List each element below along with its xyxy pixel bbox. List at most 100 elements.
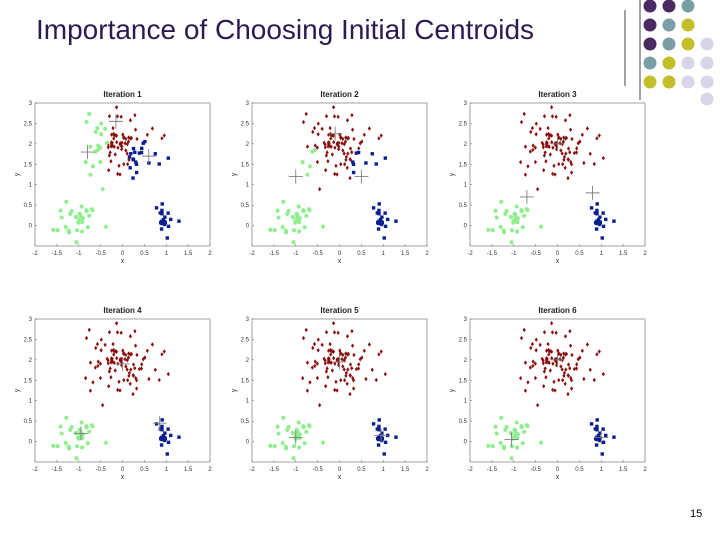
data-point xyxy=(98,159,103,165)
data-point xyxy=(513,213,518,218)
y-tick-label: 3 xyxy=(464,317,468,323)
data-point xyxy=(140,146,144,151)
data-point xyxy=(498,224,503,230)
data-point xyxy=(93,365,97,370)
data-point xyxy=(595,352,599,357)
data-point xyxy=(272,228,277,233)
data-point xyxy=(341,364,345,369)
data-point xyxy=(117,163,121,168)
data-point xyxy=(327,132,331,137)
data-point xyxy=(533,375,538,381)
data-point xyxy=(379,438,384,443)
data-point xyxy=(316,348,320,353)
decorative-dot xyxy=(700,75,714,89)
data-point xyxy=(542,369,546,374)
data-point xyxy=(305,172,310,177)
data-point xyxy=(99,132,104,137)
data-point xyxy=(377,136,381,141)
data-point xyxy=(83,160,88,165)
data-point xyxy=(352,136,356,142)
data-point xyxy=(331,105,336,110)
centroid-marker xyxy=(550,352,565,367)
y-tick-label: 0 xyxy=(464,440,468,446)
centroid-marker xyxy=(354,169,369,184)
plot-title: Iteration 1 xyxy=(103,90,142,99)
data-point xyxy=(297,435,302,441)
data-point xyxy=(597,222,602,227)
data-point xyxy=(125,367,129,372)
data-point xyxy=(133,112,137,118)
data-point xyxy=(165,236,169,240)
data-point xyxy=(580,348,584,353)
data-point xyxy=(377,428,381,432)
data-point xyxy=(312,341,317,347)
y-tick-label: 2.5 xyxy=(459,337,468,343)
data-point xyxy=(276,431,281,436)
data-point xyxy=(546,143,550,149)
x-tick-label: 1.5 xyxy=(401,251,410,257)
data-point xyxy=(113,368,117,373)
data-point xyxy=(362,348,366,353)
data-point xyxy=(544,159,548,164)
data-point xyxy=(169,433,173,438)
data-point xyxy=(139,150,144,155)
data-point xyxy=(333,361,337,366)
data-point xyxy=(604,217,608,222)
data-point xyxy=(568,328,572,334)
data-point xyxy=(99,348,103,353)
data-point xyxy=(597,133,601,138)
y-tick-label: 2 xyxy=(246,142,250,148)
data-point xyxy=(544,141,549,147)
data-point xyxy=(337,362,341,368)
data-point xyxy=(520,225,525,230)
data-point xyxy=(547,349,552,354)
data-point xyxy=(127,135,131,140)
y-axis-label: y xyxy=(14,388,21,392)
data-point xyxy=(131,362,136,367)
decorative-dot xyxy=(662,56,676,70)
data-point xyxy=(76,435,81,440)
data-point xyxy=(547,360,551,365)
x-tick-label: 0.5 xyxy=(575,467,584,473)
data-point xyxy=(333,145,337,150)
data-point xyxy=(354,151,359,155)
decorative-dot xyxy=(643,56,657,70)
data-point xyxy=(119,330,123,335)
data-point xyxy=(509,228,515,233)
data-point xyxy=(595,202,599,206)
data-point xyxy=(161,217,166,222)
data-point xyxy=(334,379,338,384)
data-point xyxy=(91,380,95,385)
data-point xyxy=(332,140,336,145)
data-point xyxy=(348,175,352,181)
data-point xyxy=(523,388,528,393)
data-point xyxy=(313,143,317,148)
data-point xyxy=(115,330,120,335)
x-tick-label: 0 xyxy=(556,251,560,257)
data-point xyxy=(88,388,93,393)
data-point xyxy=(159,220,164,224)
data-point xyxy=(94,345,98,351)
data-point xyxy=(329,347,333,353)
data-point xyxy=(335,141,339,146)
data-point xyxy=(131,176,135,180)
data-point xyxy=(601,211,605,215)
data-point xyxy=(595,136,599,141)
data-point xyxy=(147,376,151,382)
iteration-plot: -2 -1.5 -1 -0.5 0 0.5 1 1.5 2 0 0.5 1 1.5 2 2.5 3 x y Iter… xyxy=(449,90,647,265)
data-point xyxy=(553,388,557,393)
data-point xyxy=(377,208,381,213)
data-point xyxy=(84,119,89,125)
data-point xyxy=(291,456,296,461)
x-tick-label: 0.5 xyxy=(140,467,149,473)
data-point xyxy=(501,444,506,449)
y-tick-label: 0 xyxy=(29,224,33,230)
data-point xyxy=(357,146,361,151)
plot-axes-box xyxy=(251,102,428,247)
data-point xyxy=(162,438,167,443)
data-point xyxy=(118,388,122,393)
decorative-dot xyxy=(643,0,657,13)
data-point xyxy=(134,162,139,167)
data-point xyxy=(589,206,594,210)
data-point xyxy=(78,213,83,218)
